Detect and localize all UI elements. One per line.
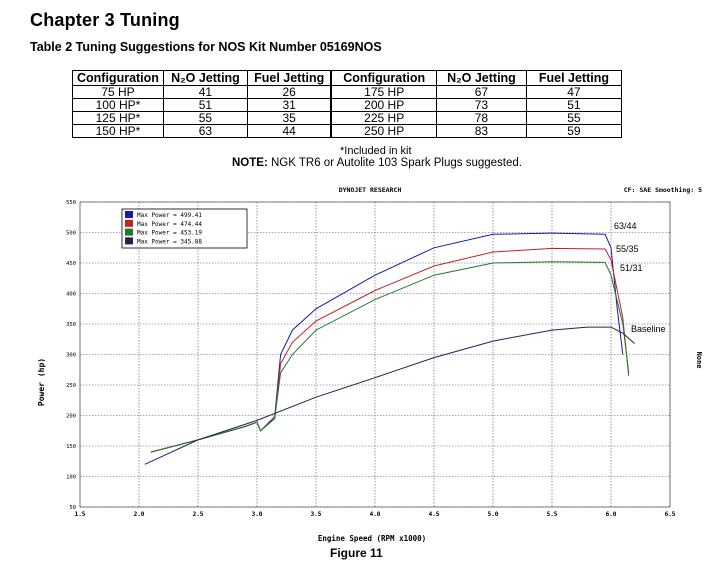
table-cell: 59	[525, 124, 622, 138]
header-fuel-jetting-2: Fuel Jetting	[525, 70, 622, 86]
chapter-title: Chapter 3 Tuning	[30, 10, 180, 30]
x-tick-label: 5.5	[547, 511, 558, 518]
chart-settings: CF: SAE Smoothing: 5	[624, 186, 702, 194]
table-footnote: *Included in kit	[340, 145, 412, 157]
x-tick-label: 6.5	[665, 511, 676, 518]
x-tick-label: 1.5	[75, 511, 86, 518]
table-cell: 200 HP	[330, 98, 437, 112]
plot-frame	[79, 201, 671, 508]
series-label: Baseline	[631, 324, 666, 334]
x-tick-label: 4.0	[370, 511, 381, 518]
table-cell: 55	[162, 111, 248, 125]
series-line-55-35	[150, 247, 630, 453]
series-label: 63/44	[614, 221, 637, 231]
table-cell: 44	[246, 124, 332, 138]
x-tick-label: 3.5	[311, 511, 322, 518]
spark-plug-note: NOTE: NGK TR6 or Autolite 103 Spark Plug…	[232, 157, 522, 169]
series-line-baseline	[144, 326, 635, 465]
table-cell: 41	[162, 85, 248, 99]
table-cell: 55	[525, 111, 622, 125]
table-row: 75 HP 41 26 175 HP 67 47	[72, 85, 622, 99]
table-cell: 125 HP*	[72, 111, 164, 125]
figure-caption: Figure 11	[330, 546, 383, 560]
table-cell: 31	[246, 98, 332, 112]
legend-entry: Max Power = 345.88	[137, 238, 202, 245]
table-cell: 63	[162, 124, 248, 138]
table-cell: 83	[435, 124, 527, 138]
series-labels: 63/44 55/35 51/31 Baseline	[614, 221, 666, 334]
table-cell: 100 HP*	[72, 98, 164, 112]
y-tick-label: 350	[66, 322, 76, 328]
table-cell: 225 HP	[330, 111, 437, 125]
table-cell: 26	[246, 85, 332, 99]
table-cell: 150 HP*	[72, 124, 164, 138]
chart-axes: 50 100 150 200 250 300 350 400 450 500 550 1.5 2.0 2.…	[66, 200, 676, 518]
x-tick-label: 5.0	[488, 511, 499, 518]
table-cell: 75 HP	[72, 85, 164, 99]
legend-entry: Max Power = 453.19	[137, 230, 202, 237]
y-tick-label: 450	[66, 261, 76, 267]
y-tick-label: 400	[66, 292, 76, 298]
table-cell: 67	[435, 85, 527, 99]
y-tick-label: 250	[66, 383, 76, 389]
table-cell: 51	[162, 98, 248, 112]
table-row: 150 HP* 63 44 250 HP 83 59	[72, 124, 622, 138]
table-cell: 175 HP	[330, 85, 437, 99]
table-header-row: Configuration N₂O Jetting Fuel Jetting C…	[72, 70, 622, 86]
tuning-table: Configuration N₂O Jetting Fuel Jetting C…	[72, 70, 622, 138]
legend-swatch	[125, 237, 133, 245]
x-tick-label: 2.0	[134, 511, 145, 518]
x-tick-label: 3.0	[252, 511, 263, 518]
legend-box	[121, 208, 248, 249]
legend-entry: Max Power = 474.44	[137, 221, 202, 228]
right-axis-label: None	[695, 352, 703, 369]
note-text: NGK TR6 or Autolite 103 Spark Plugs sugg…	[267, 157, 522, 169]
legend-swatch	[125, 219, 133, 227]
table-cell: 250 HP	[330, 124, 437, 138]
y-tick-label: 300	[66, 353, 76, 359]
y-tick-label: 500	[66, 231, 76, 237]
y-tick-label: 100	[66, 475, 76, 481]
note-label: NOTE:	[232, 157, 268, 169]
header-n2o-jetting: N₂O Jetting	[162, 70, 248, 86]
table-cell: 51	[525, 98, 622, 112]
x-axis-label: Engine Speed (RPM x1000)	[318, 534, 426, 543]
table-cell: 47	[525, 85, 622, 99]
table-row: 100 HP* 51 31 200 HP 73 51	[72, 98, 622, 112]
header-fuel-jetting: Fuel Jetting	[246, 70, 332, 86]
legend-swatch	[125, 211, 133, 218]
table-row: 125 HP* 55 35 225 HP 78 55	[72, 111, 622, 125]
table-cell: 78	[435, 111, 527, 125]
header-configuration-2: Configuration	[330, 70, 437, 86]
series-label: 55/35	[616, 244, 639, 254]
x-tick-label: 4.5	[429, 511, 440, 518]
header-configuration: Configuration	[72, 70, 164, 86]
y-tick-label: 50	[69, 505, 76, 511]
y-tick-label: 200	[66, 414, 76, 420]
x-tick-label: 2.5	[193, 511, 204, 518]
header-n2o-jetting-2: N₂O Jetting	[435, 70, 527, 86]
legend-swatch	[125, 228, 133, 236]
series-label: 51/31	[620, 263, 643, 273]
dyno-chart: DYNOJET RESEARCH CF: SAE Smoothing: 5 Po…	[37, 186, 703, 543]
y-tick-label: 550	[66, 200, 76, 206]
table-title: Table 2 Tuning Suggestions for NOS Kit N…	[30, 40, 382, 54]
series-line-51-31	[150, 261, 630, 453]
chart-series	[144, 232, 635, 465]
table-cell: 73	[435, 98, 527, 112]
y-axis-label: Power (hp)	[37, 358, 46, 406]
legend-entry: Max Power = 499.41	[137, 212, 202, 219]
chart-title: DYNOJET RESEARCH	[339, 186, 402, 194]
x-tick-label: 6.0	[606, 511, 617, 518]
chart-legend: Max Power = 499.41 Max Power = 474.44 Max …	[121, 208, 248, 249]
table-cell: 35	[246, 111, 332, 125]
y-tick-label: 150	[66, 444, 76, 450]
